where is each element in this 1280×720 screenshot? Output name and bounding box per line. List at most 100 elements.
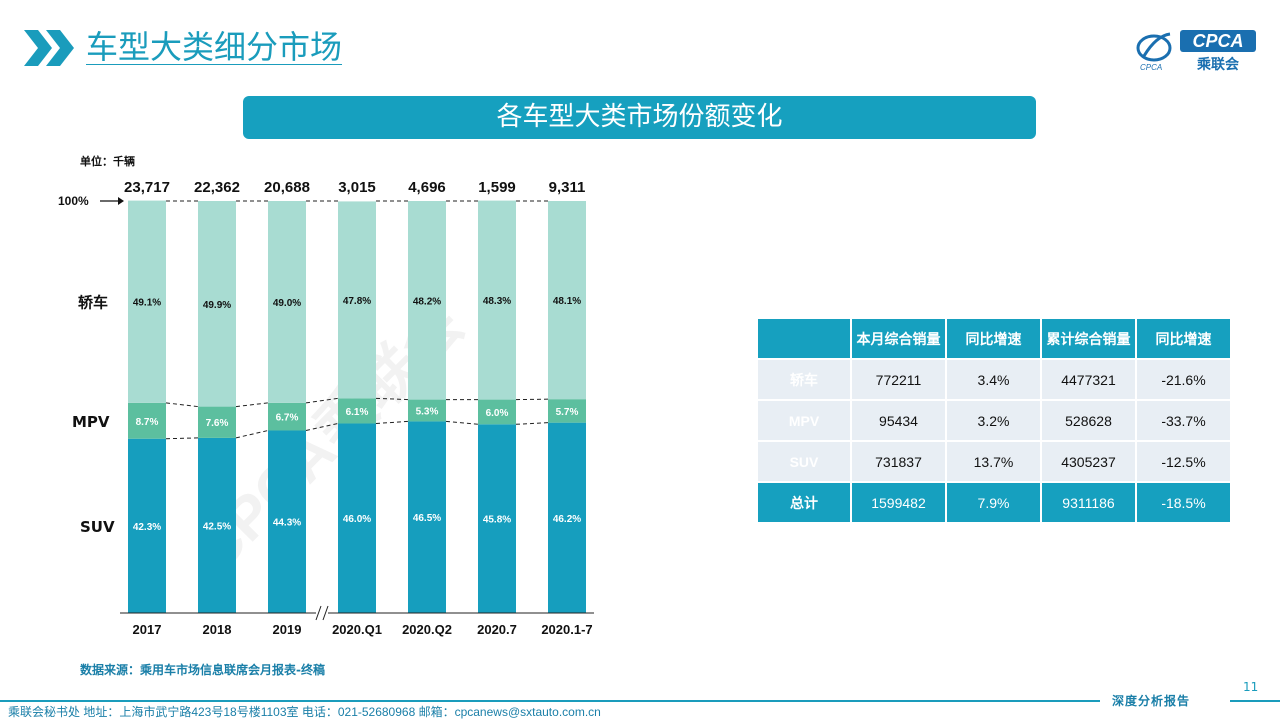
bar-segment [128,438,166,613]
total-label: 22,362 [194,179,240,196]
series-label: MPV [72,413,110,431]
unit-label: 单位：千辆 [80,155,135,168]
bar-segment [408,421,446,613]
table-cell: 总计 [756,481,852,524]
sales-summary-table: 本月综合销量 同比增速 累计综合销量 同比增速 轿车 772211 3.4% 4… [756,317,1232,524]
svg-text:CPCA: CPCA [1140,63,1162,72]
data-label: 42.3% [133,522,161,533]
bar-segment [548,399,586,423]
segment-connector [375,397,409,401]
bar-segment [268,402,306,431]
data-label: 5.7% [556,407,579,418]
data-label: 49.9% [203,300,231,311]
segment-connector [165,437,199,440]
footer-divider [1230,700,1280,702]
table-cell: 4305237 [1040,440,1137,483]
table-cell: 1599482 [850,481,947,524]
total-label: 4,696 [408,179,446,196]
total-label: 23,717 [124,179,170,196]
data-label: 49.1% [133,298,161,309]
bar-segment [128,402,166,439]
footer-divider [0,700,1100,702]
page-title: 车型大类细分市场 [86,28,343,66]
bar-segment [478,424,516,613]
data-label: 47.8% [343,296,371,307]
data-label: 6.7% [276,413,299,424]
bar-segment [338,398,376,424]
bar-segment [128,200,166,403]
table-row: SUV 731837 13.7% 4305237 -12.5% [756,440,1232,483]
segment-connector [305,422,339,431]
total-label: 20,688 [264,179,310,196]
axis-break-mark [322,605,329,621]
chevron-arrows-icon [24,30,74,66]
segment-connector [235,402,269,408]
segment-connector [445,420,479,425]
data-label: 6.0% [486,408,509,419]
table-header: 同比增速 [945,317,1042,360]
table-cell: 轿车 [756,358,852,401]
data-label: 48.2% [413,296,441,307]
total-label: 1,599 [478,179,516,196]
total-label: 9,311 [549,179,586,196]
axis-break-mark [315,605,322,621]
data-label: 46.0% [343,514,371,525]
report-label: 深度分析报告 [1112,694,1191,708]
bar-segment [198,201,236,407]
segment-connector [165,402,199,408]
table-cell: 7.9% [945,481,1042,524]
data-label: 7.6% [206,418,229,429]
series-label: SUV [80,518,115,536]
segment-connector [375,420,409,424]
stacked-bar-chart: 42.3% 8.7% 49.1% 23,717 2017 42.5% 7.6% 49.9% 22… [58,179,594,637]
data-source-note: 数据来源：乘用车市场信息联席会月报表-终稿 [80,663,325,677]
table-header: 累计综合销量 [1040,317,1137,360]
data-label: 49.0% [273,298,301,309]
table-cell: MPV [756,399,852,442]
bar-segment [478,200,516,400]
data-label: 48.3% [483,296,511,307]
x-tick-label: 2020.Q1 [332,622,382,637]
bar-segment [268,201,306,403]
data-label: 42.5% [203,521,231,532]
data-label: 48.1% [553,296,581,307]
bar-segment [478,399,516,425]
segment-connector [235,429,269,439]
table-header: 本月综合销量 [850,317,947,360]
svg-text:乘联会: 乘联会 [1196,56,1240,73]
bar-segment [198,406,236,438]
x-tick-label: 2020.Q2 [402,622,452,637]
table-cell: SUV [756,440,852,483]
footer-contact: 乘联会秘书处 地址：上海市武宁路423号18号楼1103室 电话：021-526… [8,705,601,719]
bar-segment [408,201,446,400]
chart-banner-title: 各车型大类市场份额变化 [243,96,1036,139]
table-cell: 772211 [850,358,947,401]
table-cell: -21.6% [1135,358,1232,401]
table-row: 轿车 772211 3.4% 4477321 -21.6% [756,358,1232,401]
table-row: MPV 95434 3.2% 528628 -33.7% [756,399,1232,442]
bar-segment [548,201,586,400]
table-cell: -33.7% [1135,399,1232,442]
data-label: 5.3% [416,407,439,418]
table-cell: 4477321 [1040,358,1137,401]
cpca-logo: CPCA 乘联会 CPCA [1136,30,1256,73]
svg-text:CPCA: CPCA [1192,31,1243,51]
total-label: 3,015 [338,179,376,196]
table-cell: 731837 [850,440,947,483]
bar-segment [408,399,446,422]
data-label: 46.2% [553,514,581,525]
table-total-row: 总计 1599482 7.9% 9311186 -18.5% [756,481,1232,524]
x-tick-label: 2019 [273,622,302,637]
bar-segment [198,437,236,613]
data-label: 46.5% [413,513,441,524]
table-cell: 528628 [1040,399,1137,442]
bar-segment [548,422,586,613]
x-tick-label: 2017 [133,622,162,637]
marker-arrow-head [118,197,124,205]
table-header [756,317,852,360]
segment-connector [515,422,549,425]
data-label: 6.1% [346,407,369,418]
table-cell: -12.5% [1135,440,1232,483]
bar-segment [338,201,376,399]
data-label: 45.8% [483,515,511,526]
